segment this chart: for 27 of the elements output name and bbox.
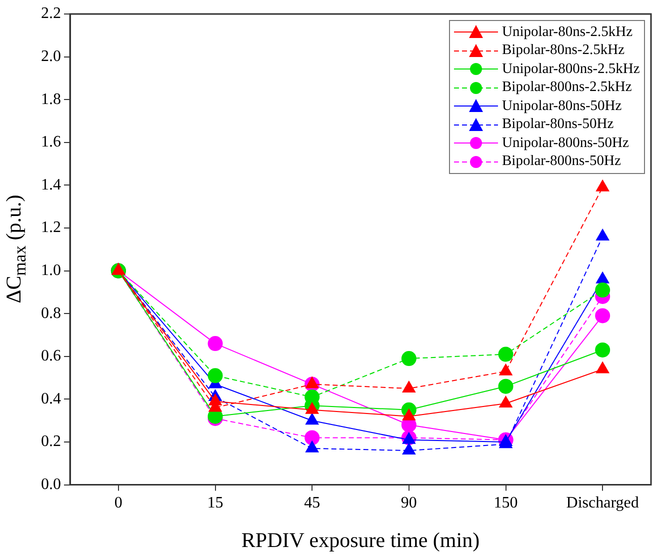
x-tick-label: 150: [494, 494, 518, 512]
y-tick-label: 1.6: [41, 134, 61, 151]
x-tick-label: Discharged: [566, 494, 639, 512]
y-tick-label: 1.0: [41, 262, 61, 280]
legend-label: Bipolar-80ns-50Hz: [502, 116, 614, 134]
y-tick-label: 0.6: [41, 348, 61, 365]
y-tick-label: 1.8: [41, 90, 61, 108]
x-tick-label: 0: [114, 494, 122, 512]
x-tick-label: 90: [400, 494, 417, 512]
x-axis-title: RPDIV exposure time (min): [240, 528, 481, 553]
legend-label: Unipolar-800ns-50Hz: [502, 134, 629, 152]
y-tick-label: 1.2: [41, 219, 61, 236]
x-tick-label: 45: [304, 494, 320, 512]
legend-label: Unipolar-80ns-50Hz: [502, 98, 622, 115]
legend-label: Bipolar-800ns-2.5kHz: [502, 79, 632, 96]
legend-label: Unipolar-800ns-2.5kHz: [502, 60, 640, 78]
y-tick-label: 0.0: [41, 476, 61, 494]
y-tick-label: 0.2: [41, 433, 61, 450]
y-tick-label: 0.8: [41, 304, 61, 322]
x-tick-label: 15: [207, 494, 224, 512]
y-tick-label: 1.4: [41, 176, 61, 194]
legend-label: Bipolar-80ns-2.5kHz: [502, 42, 625, 60]
y-tick-label: 2.2: [41, 5, 61, 22]
legend-label: Unipolar-80ns-2.5kHz: [502, 24, 633, 41]
legend-label: Bipolar-800ns-50Hz: [502, 153, 621, 170]
y-tick-label: 0.4: [41, 390, 61, 408]
y-tick-label: 2.0: [41, 48, 61, 66]
